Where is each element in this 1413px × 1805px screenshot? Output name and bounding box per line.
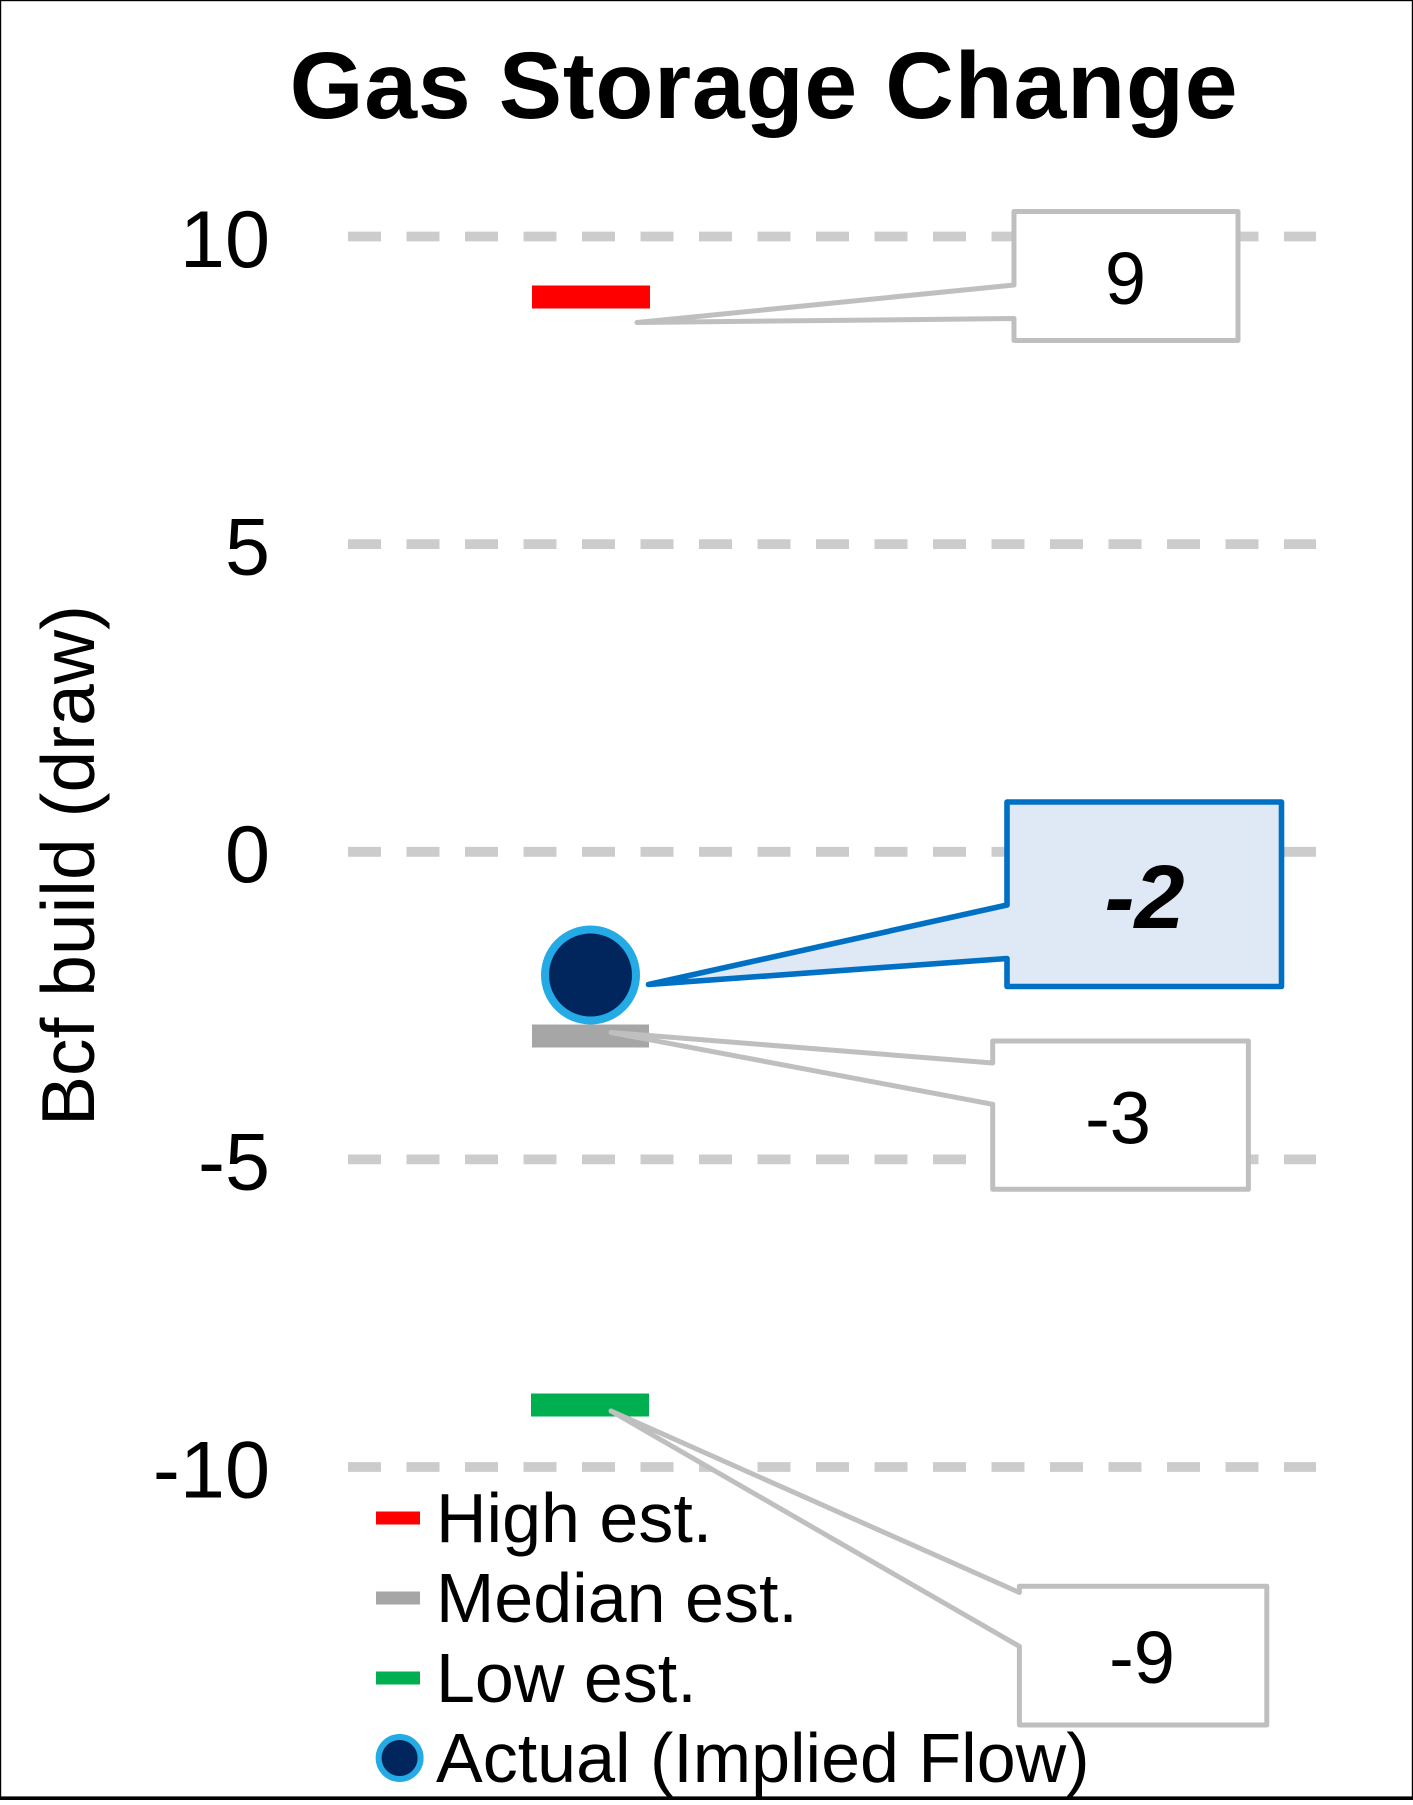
svg-text:9: 9 [1105,237,1146,320]
svg-text:-3: -3 [1085,1077,1151,1160]
svg-text:10: 10 [180,195,270,285]
svg-text:5: 5 [225,502,270,592]
svg-text:0: 0 [225,810,270,900]
svg-text:-10: -10 [153,1425,270,1515]
svg-text:Gas Storage Change: Gas Storage Change [290,33,1239,139]
svg-text:-5: -5 [198,1118,270,1208]
svg-text:-2: -2 [1104,848,1184,948]
svg-text:Bcf build (draw): Bcf build (draw) [26,605,110,1126]
svg-text:-9: -9 [1109,1616,1175,1699]
svg-text:Actual (Implied Flow): Actual (Implied Flow) [436,1719,1090,1797]
svg-text:Low est.: Low est. [436,1639,697,1717]
svg-text:High est.: High est. [436,1479,712,1557]
svg-text:Median est.: Median est. [436,1559,798,1637]
